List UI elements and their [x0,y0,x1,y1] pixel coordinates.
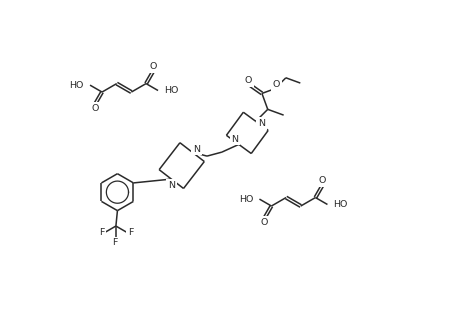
Text: O: O [91,104,99,113]
Text: HO: HO [239,195,253,204]
Text: N: N [258,119,265,128]
Text: O: O [319,176,326,185]
Text: N: N [193,145,200,154]
Text: F: F [128,228,133,237]
Text: O: O [261,218,268,227]
Text: HO: HO [333,200,348,209]
Text: N: N [231,135,239,143]
Text: N: N [168,181,175,190]
Text: O: O [149,62,157,72]
Text: F: F [112,238,118,247]
Text: HO: HO [164,86,179,95]
Text: O: O [245,76,252,85]
Text: F: F [99,228,104,237]
Text: HO: HO [69,81,84,90]
Text: O: O [273,80,280,89]
